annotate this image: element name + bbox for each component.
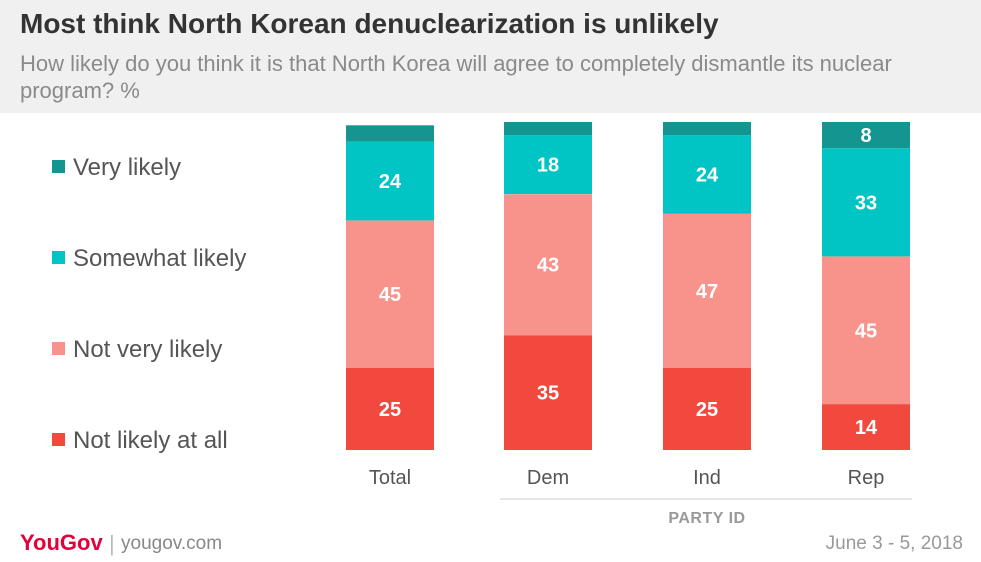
bar-total-not-very-likely (346, 220, 434, 368)
yougov-logo: YouGov (20, 530, 103, 555)
party-id-group-label: PARTY ID (668, 510, 745, 527)
legend-item-very-likely: Very likely (52, 154, 181, 182)
legend-label-somewhat-likely: Somewhat likely (73, 245, 247, 272)
data-label-dem-not-likely-at-all: 35 (537, 383, 559, 405)
legend-item-somewhat-likely: Somewhat likely (52, 245, 246, 273)
bar-total-not-likely-at-all (346, 368, 434, 450)
legend-item-not-likely-at-all: Not likely at all (52, 427, 228, 455)
chart-subtitle: How likely do you think it is that North… (20, 51, 892, 103)
data-label-ind-not-likely-at-all: 25 (696, 399, 718, 421)
bar-rep-very-likely (822, 122, 910, 149)
data-label-total-not-likely-at-all: 25 (379, 399, 401, 421)
data-label-rep-very-likely: 8 (860, 125, 871, 147)
bar-dem-very-likely (504, 122, 592, 136)
bar-dem-not-likely-at-all (504, 335, 592, 450)
bar-ind-not-very-likely (663, 213, 751, 368)
data-label-rep-not-very-likely: 45 (855, 320, 877, 342)
legend-label-very-likely: Very likely (73, 154, 182, 181)
legend-swatch-not-likely-at-all (52, 433, 65, 446)
legend-item-not-very-likely: Not very likely (52, 336, 222, 364)
legend-swatch-very-likely (52, 160, 65, 173)
survey-date: June 3 - 5, 2018 (825, 533, 963, 554)
bar-ind-not-likely-at-all (663, 368, 751, 450)
bar-total-very-likely (346, 125, 434, 142)
data-label-dem-not-very-likely: 43 (537, 255, 559, 277)
data-label-ind-somewhat-likely: 24 (696, 165, 719, 187)
legend-swatch-not-very-likely (52, 342, 65, 355)
data-label-total-somewhat-likely: 24 (379, 171, 402, 193)
bar-ind-very-likely (663, 122, 751, 136)
footer-separator: | (109, 531, 115, 556)
legend-label-not-very-likely: Not very likely (73, 336, 223, 363)
bar-dem-somewhat-likely (504, 135, 592, 195)
chart-title: Most think North Korean denuclearization… (20, 8, 719, 39)
data-label-dem-somewhat-likely: 18 (537, 155, 559, 177)
legend-label-not-likely-at-all: Not likely at all (73, 427, 228, 454)
bar-rep-not-very-likely (822, 256, 910, 405)
bar-rep-not-likely-at-all (822, 404, 910, 450)
category-label-dem: Dem (527, 467, 569, 489)
data-label-rep-somewhat-likely: 33 (855, 192, 877, 214)
bar-rep-somewhat-likely (822, 148, 910, 257)
footer-site: yougov.com (121, 533, 223, 554)
category-label-ind: Ind (693, 467, 721, 489)
bar-dem-not-very-likely (504, 194, 592, 336)
category-label-total: Total (369, 467, 411, 489)
bar-total-somewhat-likely (346, 141, 434, 221)
bar-ind-somewhat-likely (663, 135, 751, 214)
data-label-rep-not-likely-at-all: 14 (855, 417, 878, 439)
chart-header: Most think North Korean denuclearization… (0, 0, 981, 113)
data-label-ind-not-very-likely: 47 (696, 281, 718, 303)
category-label-rep: Rep (848, 467, 885, 489)
legend-swatch-somewhat-likely (52, 251, 65, 264)
data-label-total-not-very-likely: 45 (379, 284, 401, 306)
